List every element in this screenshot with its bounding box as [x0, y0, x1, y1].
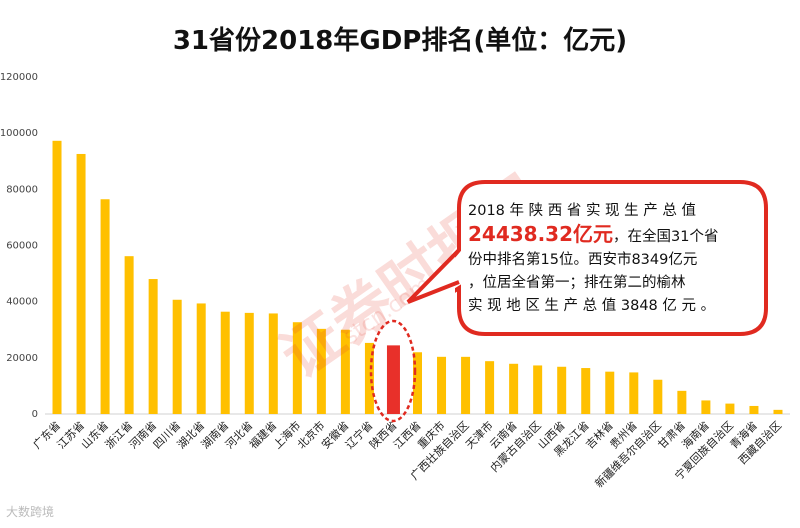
bar-青海省 [749, 405, 759, 414]
highlight-ellipse [369, 319, 417, 423]
bar-天津市 [485, 361, 495, 414]
bar-辽宁省 [364, 342, 374, 414]
bar-宁夏回族自治区 [725, 403, 735, 414]
bar-广西壮族自治区 [461, 356, 471, 414]
bar-四川省 [172, 299, 182, 414]
bar-江西省 [413, 352, 422, 414]
bar-广东省 [52, 140, 62, 414]
bar-浙江省 [124, 256, 134, 414]
y-tick-label: 120000 [0, 72, 38, 83]
bar-山西省 [557, 366, 567, 414]
callout-line-4: ，位居全省第一；排在第二的榆林 [468, 275, 686, 291]
bar-陕西省 [386, 345, 400, 414]
y-tick-label: 20000 [6, 353, 38, 364]
bar-上海市 [292, 322, 302, 414]
bar-福建省 [268, 313, 278, 414]
callout-bubble [455, 180, 768, 336]
bar-海南省 [701, 400, 711, 414]
y-tick-label: 60000 [6, 241, 38, 252]
chart-title: 31省份2018年GDP排名(单位：亿元) [172, 26, 628, 56]
bar-安徽省 [340, 329, 350, 414]
callout-line-5: 实 现 地 区 生 产 总 值 3848 亿 元 。 [468, 298, 716, 314]
bar-北京市 [316, 328, 326, 414]
bar-吉林省 [605, 371, 615, 414]
bar-重庆市 [437, 356, 447, 414]
callout-text: 2018 年 陕 西 省 实 现 生 产 总 值 24438.32亿元，在全国3… [468, 200, 758, 318]
callout-line-3: 份中排名第15位。西安市8349亿元 [468, 252, 698, 268]
y-tick-label: 80000 [6, 184, 38, 195]
bar-湖北省 [196, 303, 206, 414]
callout-line-2-rest: ，在全国31个省 [613, 229, 719, 245]
y-tick-label: 100000 [0, 128, 38, 139]
bar-河南省 [148, 279, 158, 414]
bar-新疆维吾尔自治区 [653, 379, 663, 414]
bars [52, 140, 783, 414]
bar-西藏自治区 [773, 409, 783, 414]
bar-黑龙江省 [581, 368, 591, 414]
bar-贵州省 [629, 372, 639, 414]
callout-value: 24438.32亿元 [468, 222, 614, 246]
bar-山东省 [100, 199, 110, 414]
bar-湖南省 [220, 311, 230, 414]
bar-江苏省 [76, 153, 86, 414]
bar-云南省 [509, 363, 519, 414]
bar-内蒙古自治区 [533, 365, 543, 414]
y-tick-label: 0 [32, 409, 38, 420]
y-tick-label: 40000 [6, 297, 38, 308]
source-logo: 大数跨境 [6, 505, 55, 519]
callout-line-2: 24438.32亿元，在全国31个省 [468, 223, 758, 249]
callout-line-1: 2018 年 陕 西 省 实 现 生 产 总 值 [468, 203, 696, 219]
bar-河北省 [244, 312, 254, 414]
bar-甘肃省 [677, 390, 687, 414]
